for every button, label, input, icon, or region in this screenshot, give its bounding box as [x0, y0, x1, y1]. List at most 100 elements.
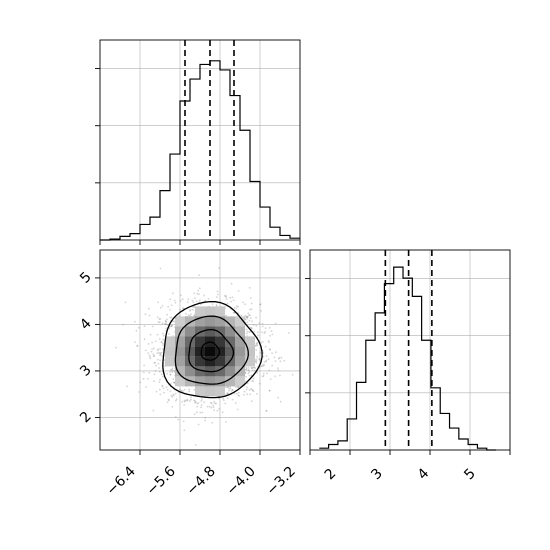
- scatter-point: [199, 411, 202, 414]
- scatter-point: [175, 399, 177, 402]
- scatter-point: [217, 397, 220, 400]
- density-cell: [225, 376, 235, 387]
- scatter-point: [192, 306, 194, 308]
- density-cell: [215, 386, 225, 397]
- scatter-point: [265, 359, 268, 362]
- scatter-point: [115, 346, 117, 349]
- scatter-point: [198, 287, 201, 290]
- scatter-point: [237, 394, 240, 397]
- scatter-point: [187, 298, 190, 300]
- scatter-point: [269, 348, 271, 351]
- scatter-point: [179, 308, 181, 311]
- scatter-point: [162, 387, 165, 389]
- scatter-point: [173, 394, 175, 397]
- scatter-point: [170, 368, 172, 371]
- scatter-point: [161, 384, 164, 387]
- contour-level-2: [188, 328, 235, 373]
- scatter-point: [156, 316, 159, 319]
- scatter-point: [263, 332, 266, 334]
- density-cell: [205, 316, 215, 327]
- scatter-point: [191, 299, 194, 302]
- scatter-point: [248, 331, 251, 334]
- scatter-point: [263, 364, 266, 366]
- scatter-point: [183, 400, 186, 403]
- scatter-point: [193, 305, 195, 308]
- scatter-point: [165, 320, 167, 323]
- scatter-point: [198, 274, 201, 277]
- density-cell: [205, 326, 215, 337]
- scatter-point: [196, 411, 198, 414]
- scatter-point: [170, 394, 173, 397]
- scatter-point: [258, 382, 261, 385]
- scatter-point: [256, 355, 259, 358]
- scatter-point: [136, 344, 139, 347]
- scatter-point: [174, 416, 177, 418]
- scatter-point: [171, 368, 174, 371]
- scatter-point: [222, 397, 225, 400]
- contour-level-3: [174, 315, 249, 385]
- scatter-point: [221, 411, 224, 414]
- scatter-point: [255, 392, 258, 395]
- density-cell: [205, 346, 215, 357]
- scatter-point: [189, 398, 192, 401]
- scatter-point: [251, 380, 254, 382]
- density-cell: [195, 306, 205, 317]
- scatter-point: [268, 341, 270, 344]
- scatter-point: [256, 371, 259, 374]
- scatter-point: [263, 361, 266, 363]
- scatter-point: [236, 392, 238, 395]
- scatter-point: [245, 368, 248, 371]
- scatter-point: [271, 364, 274, 367]
- scatter-point: [154, 370, 157, 372]
- scatter-point: [145, 386, 148, 388]
- scatter-point: [216, 290, 219, 293]
- scatter-point: [274, 351, 277, 354]
- scatter-point: [147, 307, 150, 310]
- scatter-point: [244, 318, 247, 321]
- density-cell: [215, 376, 225, 387]
- scatter-point: [195, 300, 198, 303]
- scatter-point: [262, 355, 265, 358]
- scatter-point: [167, 305, 170, 308]
- scatter-point: [152, 353, 155, 355]
- density-cell: [175, 326, 185, 337]
- scatter-point: [168, 327, 171, 330]
- scatter-point: [225, 295, 227, 297]
- scatter-point: [252, 366, 255, 369]
- scatter-point: [185, 312, 187, 315]
- scatter-point: [246, 332, 248, 335]
- scatter-point: [262, 372, 265, 375]
- density-cell: [225, 336, 235, 347]
- scatter-point: [166, 313, 169, 316]
- scatter-point: [214, 402, 216, 405]
- scatter-point: [210, 406, 213, 409]
- scatter-point: [249, 326, 252, 329]
- scatter-point: [171, 371, 174, 373]
- scatter-point: [170, 304, 173, 307]
- scatter-point: [245, 316, 248, 319]
- density-cell: [175, 346, 185, 357]
- scatter-point: [256, 331, 259, 334]
- x-tick-label: 5: [461, 466, 479, 484]
- scatter-point: [154, 361, 157, 364]
- scatter-point: [197, 423, 200, 426]
- scatter-point: [211, 303, 214, 305]
- scatter-point: [243, 390, 246, 393]
- scatter-point: [169, 374, 172, 376]
- density-cell: [195, 376, 205, 387]
- scatter-point: [157, 301, 160, 304]
- scatter-point: [240, 314, 243, 317]
- scatter-point: [138, 391, 141, 393]
- scatter-point: [157, 349, 159, 352]
- scatter-point: [242, 301, 245, 304]
- scatter-point: [246, 315, 249, 318]
- density-cell: [185, 366, 195, 377]
- scatter-point: [147, 343, 150, 345]
- scatter-point: [247, 366, 250, 369]
- scatter-point: [182, 390, 184, 392]
- scatter-point: [142, 371, 145, 374]
- scatter-point: [236, 408, 239, 411]
- scatter-point: [253, 330, 256, 333]
- density-cell: [235, 336, 245, 347]
- density-cell: [165, 356, 175, 367]
